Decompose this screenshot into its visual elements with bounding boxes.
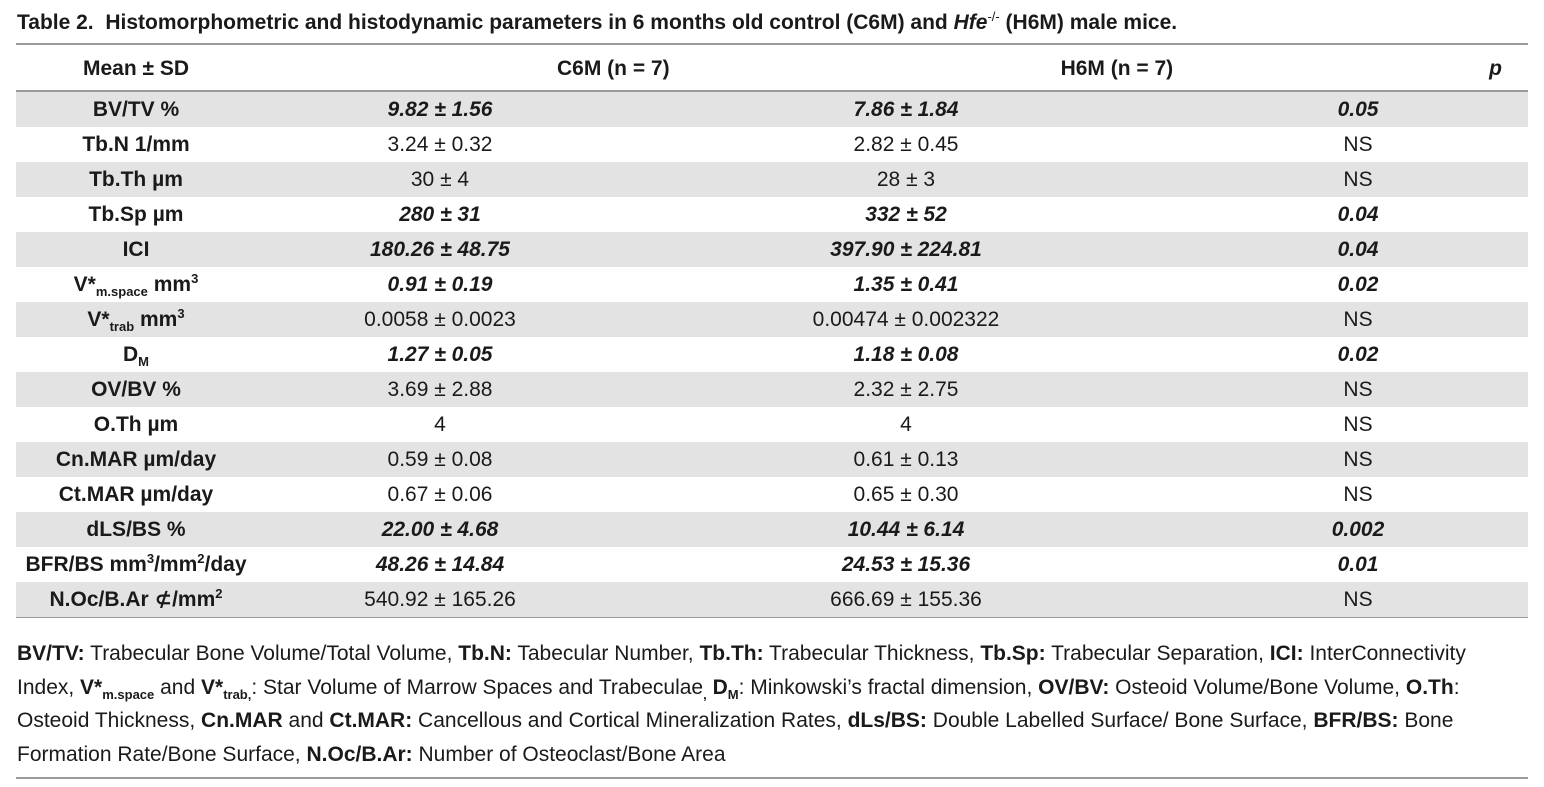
row-h6m: 7.86 ± 1.84 bbox=[624, 92, 1188, 127]
row-h6m: 0.61 ± 0.13 bbox=[624, 442, 1188, 477]
table-row: Tb.N 1/mm 3.24 ± 0.32 2.82 ± 0.45 NS bbox=[16, 127, 1528, 162]
header-c6m: C6M (n = 7) bbox=[557, 57, 670, 80]
row-p: NS bbox=[1343, 412, 1373, 436]
row-p: 0.02 bbox=[1337, 272, 1379, 296]
table-row: Cn.MAR µm/day 0.59 ± 0.08 0.61 ± 0.13 NS bbox=[16, 442, 1528, 477]
row-h6m: 4 bbox=[900, 412, 912, 436]
table-row: V*trab mm3 0.0058 ± 0.0023 0.00474 ± 0.0… bbox=[16, 302, 1528, 337]
row-p: 0.04 bbox=[1337, 202, 1379, 226]
row-h6m: 24.53 ± 15.36 bbox=[841, 552, 971, 576]
row-param: OV/BV % bbox=[16, 372, 256, 407]
row-c6m: 280 ± 31 bbox=[399, 202, 481, 226]
row-p: NS bbox=[1343, 132, 1373, 156]
row-c6m: 48.26 ± 14.84 bbox=[375, 552, 505, 576]
row-param: O.Th µm bbox=[93, 412, 179, 436]
header-row: Mean ± SD C6M (n = 7) H6M (n = 7) p bbox=[16, 48, 1528, 90]
row-p: 0.002 bbox=[1188, 512, 1528, 547]
row-h6m: 1.35 ± 0.41 bbox=[853, 272, 959, 296]
table-row: OV/BV % 3.69 ± 2.88 2.32 ± 2.75 NS bbox=[16, 372, 1528, 407]
row-p: NS bbox=[1188, 442, 1528, 477]
row-param: DM bbox=[122, 342, 149, 369]
caption-label: Table 2. bbox=[17, 11, 94, 34]
table-row: ICI 180.26 ± 48.75 397.90 ± 224.81 0.04 bbox=[16, 232, 1528, 267]
row-c6m: 180.26 ± 48.75 bbox=[256, 232, 624, 267]
row-h6m: 0.65 ± 0.30 bbox=[853, 482, 959, 506]
row-c6m: 0.0058 ± 0.0023 bbox=[256, 302, 624, 337]
table-footnote: BV/TV: Trabecular Bone Volume/Total Volu… bbox=[17, 642, 1466, 766]
row-param: V*m.space mm3 bbox=[73, 270, 199, 299]
row-c6m: 1.27 ± 0.05 bbox=[387, 342, 493, 366]
row-param: ICI bbox=[16, 232, 256, 267]
row-param: Ct.MAR µm/day bbox=[58, 482, 214, 506]
row-p: 0.04 bbox=[1188, 232, 1528, 267]
caption-text-after: (H6M) male mice. bbox=[999, 11, 1178, 34]
row-c6m: 0.67 ± 0.06 bbox=[387, 482, 493, 506]
row-param: V*trab mm3 bbox=[16, 302, 256, 337]
row-c6m: 30 ± 4 bbox=[256, 162, 624, 197]
row-param: BFR/BS mm3/mm2/day bbox=[25, 550, 247, 576]
caption-text-before: Histomorphometric and histodynamic param… bbox=[105, 11, 954, 34]
row-c6m: 0.91 ± 0.19 bbox=[387, 272, 493, 296]
header-p-label: p bbox=[1489, 57, 1502, 80]
table-row: Tb.Sp µm 280 ± 31 332 ± 52 0.04 bbox=[16, 197, 1528, 232]
caption-gene-sup: -/- bbox=[987, 9, 1000, 24]
table-row: DM 1.27 ± 0.05 1.18 ± 0.08 0.02 bbox=[16, 337, 1528, 372]
row-p: NS bbox=[1188, 162, 1528, 197]
header-h6m: H6M (n = 7) bbox=[1060, 57, 1174, 80]
row-c6m: 3.24 ± 0.32 bbox=[387, 132, 493, 156]
row-param: Cn.MAR µm/day bbox=[16, 442, 256, 477]
header-mean-sd: Mean ± SD bbox=[82, 57, 190, 80]
header-rule bbox=[16, 90, 1528, 92]
row-p: NS bbox=[1188, 372, 1528, 407]
row-c6m: 22.00 ± 4.68 bbox=[256, 512, 624, 547]
row-p: NS bbox=[1188, 302, 1528, 337]
row-c6m: 540.92 ± 165.26 bbox=[256, 582, 624, 617]
caption-gene: Hfe bbox=[953, 11, 988, 34]
row-h6m: 0.00474 ± 0.002322 bbox=[624, 302, 1188, 337]
row-param: BV/TV % bbox=[16, 92, 256, 127]
header-p: H6M (n = 7) p bbox=[1061, 48, 1528, 90]
row-param: Tb.Sp µm bbox=[88, 202, 184, 226]
footnote-bottom-rule bbox=[16, 777, 1528, 779]
table-row: V*m.space mm3 0.91 ± 0.19 1.35 ± 0.41 0.… bbox=[16, 267, 1528, 302]
table-caption: Table 2. Histomorphometric and histodyna… bbox=[17, 8, 1527, 38]
table-row: dLS/BS % 22.00 ± 4.68 10.44 ± 6.14 0.002 bbox=[16, 512, 1528, 547]
row-h6m: 10.44 ± 6.14 bbox=[624, 512, 1188, 547]
table-row: N.Oc/B.Ar ⊄/mm2 540.92 ± 165.26 666.69 ±… bbox=[16, 582, 1528, 617]
row-c6m: 0.59 ± 0.08 bbox=[256, 442, 624, 477]
row-param: Tb.Th µm bbox=[16, 162, 256, 197]
row-h6m: 1.18 ± 0.08 bbox=[853, 342, 959, 366]
data-table: Mean ± SD C6M (n = 7) H6M (n = 7) p bbox=[16, 48, 1528, 90]
row-param: dLS/BS % bbox=[16, 512, 256, 547]
row-h6m: 28 ± 3 bbox=[624, 162, 1188, 197]
table-row: Tb.Th µm 30 ± 4 28 ± 3 NS bbox=[16, 162, 1528, 197]
table-row: Ct.MAR µm/day 0.67 ± 0.06 0.65 ± 0.30 NS bbox=[16, 477, 1528, 512]
table-row: BFR/BS mm3/mm2/day 48.26 ± 14.84 24.53 ±… bbox=[16, 547, 1528, 582]
row-h6m: 666.69 ± 155.36 bbox=[624, 582, 1188, 617]
row-p: 0.05 bbox=[1188, 92, 1528, 127]
data-table-body: BV/TV % 9.82 ± 1.56 7.86 ± 1.84 0.05 Tb.… bbox=[16, 92, 1528, 617]
row-h6m: 332 ± 52 bbox=[865, 202, 947, 226]
row-c6m: 3.69 ± 2.88 bbox=[256, 372, 624, 407]
row-p: 0.02 bbox=[1337, 342, 1379, 366]
row-p: NS bbox=[1343, 482, 1373, 506]
row-c6m: 4 bbox=[434, 412, 446, 436]
row-p: 0.01 bbox=[1337, 552, 1379, 576]
row-p: NS bbox=[1188, 582, 1528, 617]
row-c6m: 9.82 ± 1.56 bbox=[256, 92, 624, 127]
row-param: Tb.N 1/mm bbox=[82, 132, 190, 156]
row-h6m: 397.90 ± 224.81 bbox=[624, 232, 1188, 267]
row-param: N.Oc/B.Ar ⊄/mm2 bbox=[16, 582, 256, 617]
table-top-rule bbox=[16, 43, 1528, 45]
table-row: O.Th µm 4 4 NS bbox=[16, 407, 1528, 442]
table-bottom-rule bbox=[16, 616, 1528, 618]
row-h6m: 2.82 ± 0.45 bbox=[853, 132, 959, 156]
row-h6m: 2.32 ± 2.75 bbox=[624, 372, 1188, 407]
table-row: BV/TV % 9.82 ± 1.56 7.86 ± 1.84 0.05 bbox=[16, 92, 1528, 127]
